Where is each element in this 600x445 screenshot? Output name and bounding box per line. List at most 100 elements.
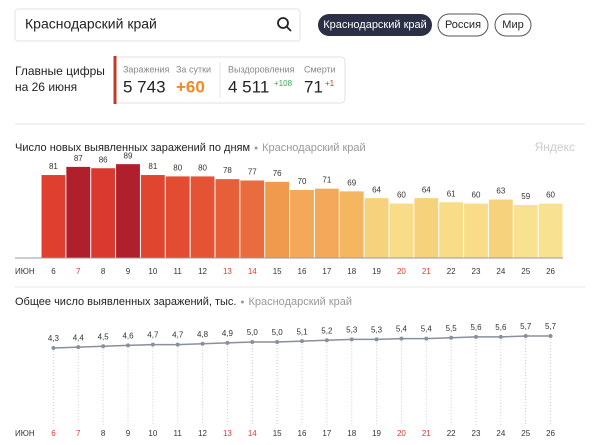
value-label: 69 [347, 178, 356, 187]
bar [265, 181, 290, 258]
chart-subtitle: Краснодарский край [262, 142, 366, 154]
bar [464, 203, 488, 258]
tab[interactable] [494, 13, 532, 37]
summary-date: на 26 июня [15, 80, 77, 94]
bar [190, 176, 215, 258]
value-label: 4,8 [197, 330, 209, 339]
value-label: 4,7 [172, 331, 184, 340]
value-label: 64 [372, 185, 381, 194]
point [449, 335, 454, 340]
value-label: 5,5 [446, 324, 458, 333]
tab-label[interactable]: Россия [445, 19, 481, 31]
x-tick-label: 23 [472, 267, 481, 276]
value-label: 60 [472, 191, 481, 200]
chart-title: Общее число выявленных заражений, тыс. [15, 296, 236, 308]
x-tick-label: 10 [148, 429, 157, 438]
stat-label: Выздоровления [228, 64, 294, 74]
point [76, 345, 81, 350]
x-tick-label: 16 [298, 429, 307, 438]
x-tick-label: 7 [76, 267, 81, 276]
point [126, 343, 130, 348]
x-tick-label: 17 [322, 429, 331, 438]
bar [488, 199, 513, 258]
value-label: 59 [521, 192, 530, 201]
stat-value: +60 [176, 77, 205, 96]
value-label: 5,3 [346, 326, 358, 335]
x-tick-label: 12 [198, 429, 207, 438]
bar [290, 190, 314, 258]
x-tick-label: 11 [174, 429, 183, 438]
tab-active[interactable] [318, 14, 432, 36]
x-tick-label: 20 [397, 429, 406, 438]
point [474, 334, 478, 339]
x-tick-label: 14 [248, 267, 257, 276]
x-tick-label: 26 [546, 429, 555, 438]
stat-value: 71 [304, 77, 323, 96]
x-tick-label: 17 [322, 267, 331, 276]
bar [215, 179, 240, 258]
value-label: 5,0 [247, 328, 259, 337]
value-label: 70 [298, 177, 307, 186]
point [424, 336, 429, 341]
bar [439, 202, 464, 258]
value-label: 4,4 [73, 333, 85, 342]
value-label: 60 [546, 191, 555, 200]
x-tick-label: 19 [372, 267, 381, 276]
bar [91, 168, 116, 258]
x-tick-label: 22 [447, 429, 456, 438]
x-tick-label: 26 [546, 267, 555, 276]
bar [339, 191, 364, 258]
bar [140, 175, 165, 258]
x-axis-label: ИЮН [15, 429, 35, 438]
value-label: 89 [124, 151, 133, 160]
watermark: Яндекс [535, 140, 575, 154]
x-tick-label: 22 [447, 267, 456, 276]
tab-label[interactable]: Мир [502, 19, 523, 31]
search-icon-handle [286, 26, 292, 32]
value-label: 86 [99, 155, 108, 164]
value-label: 64 [422, 185, 431, 194]
value-label: 5,3 [371, 326, 383, 335]
x-tick-label: 8 [101, 267, 106, 276]
value-label: 87 [74, 154, 83, 163]
x-tick-label: 25 [521, 429, 530, 438]
value-label: 4,5 [98, 332, 110, 341]
x-tick-label: 12 [198, 267, 207, 276]
x-tick-label: 21 [422, 429, 431, 438]
x-tick-label: 18 [347, 267, 356, 276]
value-label: 5,6 [470, 323, 482, 332]
point [324, 338, 329, 343]
value-label: 76 [273, 169, 282, 178]
point [523, 334, 528, 338]
value-label: 71 [322, 176, 331, 185]
stat-label: За сутки [176, 64, 211, 74]
tab-label[interactable]: Краснодарский край [323, 19, 427, 31]
subtitle-dot [254, 146, 258, 150]
value-label: 4,7 [147, 331, 159, 340]
search-text[interactable]: Краснодарский край [25, 16, 157, 32]
bar [116, 164, 140, 258]
value-label: 78 [223, 166, 232, 175]
tab[interactable] [437, 13, 489, 37]
x-tick-label: 19 [372, 429, 381, 438]
search-icon[interactable] [277, 17, 289, 29]
bar [513, 204, 538, 258]
value-label: 5,2 [321, 326, 333, 335]
search-box[interactable] [14, 8, 301, 42]
x-tick-label: 10 [148, 267, 157, 276]
point [250, 340, 255, 344]
x-tick-label: 20 [397, 267, 406, 276]
point [548, 334, 553, 338]
point [225, 340, 230, 345]
stat-value: 4 511 [228, 77, 269, 96]
summary-title: Главные цифры [15, 64, 105, 78]
x-tick-label: 6 [51, 267, 56, 276]
value-label: 61 [447, 189, 456, 198]
bar [165, 176, 190, 258]
value-label: 81 [49, 162, 58, 171]
bar [41, 175, 66, 258]
x-tick-label: 9 [126, 267, 131, 276]
chart-subtitle: Краснодарский край [248, 296, 352, 308]
bar [66, 166, 91, 258]
